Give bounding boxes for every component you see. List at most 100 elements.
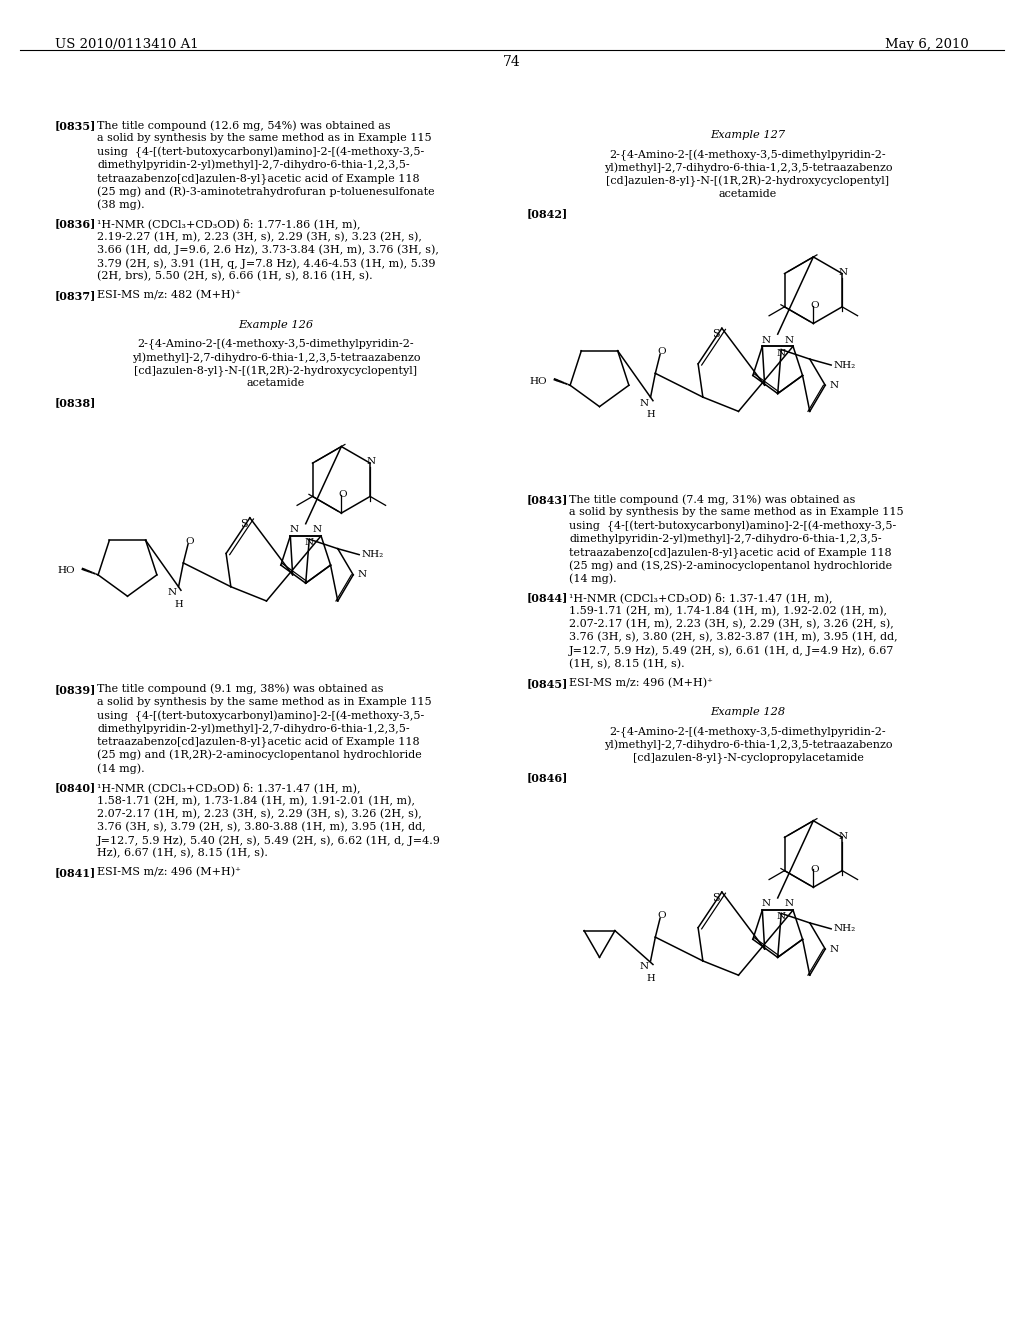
Text: 1.58-1.71 (2H, m), 1.73-1.84 (1H, m), 1.91-2.01 (1H, m),: 1.58-1.71 (2H, m), 1.73-1.84 (1H, m), 1.… — [97, 796, 415, 805]
Text: HO: HO — [57, 566, 75, 576]
Text: 2.07-2.17 (1H, m), 2.23 (3H, s), 2.29 (3H, s), 3.26 (2H, s),: 2.07-2.17 (1H, m), 2.23 (3H, s), 2.29 (3… — [97, 809, 422, 818]
Text: 2-{4-Amino-2-[(4-methoxy-3,5-dimethylpyridin-2-: 2-{4-Amino-2-[(4-methoxy-3,5-dimethylpyr… — [609, 726, 887, 738]
Text: tetraazabenzo[cd]azulen-8-yl}acetic acid of Example 118: tetraazabenzo[cd]azulen-8-yl}acetic acid… — [569, 546, 892, 558]
Text: Example 127: Example 127 — [711, 129, 785, 140]
Text: The title compound (12.6 mg, 54%) was obtained as: The title compound (12.6 mg, 54%) was ob… — [97, 120, 390, 131]
Text: US 2010/0113410 A1: US 2010/0113410 A1 — [55, 38, 199, 51]
Text: N: N — [776, 348, 785, 358]
Text: The title compound (7.4 mg, 31%) was obtained as: The title compound (7.4 mg, 31%) was obt… — [569, 494, 855, 504]
Text: acetamide: acetamide — [247, 379, 305, 388]
Text: [0838]: [0838] — [55, 397, 96, 409]
Text: N: N — [830, 380, 839, 389]
Text: [0841]: [0841] — [55, 867, 96, 878]
Text: [cd]azulen-8-yl}-N-cyclopropylacetamide: [cd]azulen-8-yl}-N-cyclopropylacetamide — [633, 752, 863, 763]
Text: 2-{4-Amino-2-[(4-methoxy-3,5-dimethylpyridin-2-: 2-{4-Amino-2-[(4-methoxy-3,5-dimethylpyr… — [137, 339, 415, 350]
Text: N: N — [305, 539, 313, 548]
Text: O: O — [810, 301, 819, 310]
Text: [0846]: [0846] — [527, 772, 568, 783]
Text: N: N — [290, 525, 299, 535]
Text: N: N — [367, 458, 376, 466]
Text: [0840]: [0840] — [55, 783, 96, 793]
Text: H: H — [646, 411, 655, 420]
Text: O: O — [338, 491, 347, 499]
Text: HO: HO — [529, 376, 547, 385]
Text: ¹H-NMR (CDCl₃+CD₃OD) δ: 1.77-1.86 (1H, m),: ¹H-NMR (CDCl₃+CD₃OD) δ: 1.77-1.86 (1H, m… — [97, 218, 360, 230]
Text: [cd]azulen-8-yl}-N-[(1R,2R)-2-hydroxycyclopentyl]: [cd]azulen-8-yl}-N-[(1R,2R)-2-hydroxycyc… — [134, 366, 418, 376]
Text: ESI-MS m/z: 482 (M+H)⁺: ESI-MS m/z: 482 (M+H)⁺ — [97, 290, 241, 301]
Text: yl)methyl]-2,7-dihydro-6-thia-1,2,3,5-tetraazabenzo: yl)methyl]-2,7-dihydro-6-thia-1,2,3,5-te… — [132, 352, 420, 363]
Text: yl)methyl]-2,7-dihydro-6-thia-1,2,3,5-tetraazabenzo: yl)methyl]-2,7-dihydro-6-thia-1,2,3,5-te… — [604, 162, 892, 173]
Text: Hz), 6.67 (1H, s), 8.15 (1H, s).: Hz), 6.67 (1H, s), 8.15 (1H, s). — [97, 849, 268, 858]
Text: The title compound (9.1 mg, 38%) was obtained as: The title compound (9.1 mg, 38%) was obt… — [97, 684, 384, 694]
Text: N: N — [839, 268, 848, 277]
Text: (2H, brs), 5.50 (2H, s), 6.66 (1H, s), 8.16 (1H, s).: (2H, brs), 5.50 (2H, s), 6.66 (1H, s), 8… — [97, 271, 373, 281]
Text: (25 mg) and (1S,2S)-2-aminocyclopentanol hydrochloride: (25 mg) and (1S,2S)-2-aminocyclopentanol… — [569, 560, 892, 570]
Text: N: N — [784, 899, 794, 908]
Text: J=12.7, 5.9 Hz), 5.40 (2H, s), 5.49 (2H, s), 6.62 (1H, d, J=4.9: J=12.7, 5.9 Hz), 5.40 (2H, s), 5.49 (2H,… — [97, 836, 441, 846]
Text: N: N — [639, 962, 648, 972]
Text: a solid by synthesis by the same method as in Example 115: a solid by synthesis by the same method … — [97, 133, 432, 143]
Text: O: O — [657, 347, 666, 356]
Text: 3.79 (2H, s), 3.91 (1H, q, J=7.8 Hz), 4.46-4.53 (1H, m), 5.39: 3.79 (2H, s), 3.91 (1H, q, J=7.8 Hz), 4.… — [97, 257, 435, 268]
Text: ¹H-NMR (CDCl₃+CD₃OD) δ: 1.37-1.47 (1H, m),: ¹H-NMR (CDCl₃+CD₃OD) δ: 1.37-1.47 (1H, m… — [97, 783, 360, 793]
Text: May 6, 2010: May 6, 2010 — [886, 38, 969, 51]
Text: a solid by synthesis by the same method as in Example 115: a solid by synthesis by the same method … — [569, 507, 903, 517]
Text: NH₂: NH₂ — [834, 360, 856, 370]
Text: O: O — [185, 537, 194, 546]
Text: dimethylpyridin-2-yl)methyl]-2,7-dihydro-6-thia-1,2,3,5-: dimethylpyridin-2-yl)methyl]-2,7-dihydro… — [569, 533, 882, 544]
Text: N: N — [639, 399, 648, 408]
Text: N: N — [784, 335, 794, 345]
Text: 3.76 (3H, s), 3.80 (2H, s), 3.82-3.87 (1H, m), 3.95 (1H, dd,: 3.76 (3H, s), 3.80 (2H, s), 3.82-3.87 (1… — [569, 632, 898, 643]
Text: [0843]: [0843] — [527, 494, 568, 506]
Text: 2-{4-Amino-2-[(4-methoxy-3,5-dimethylpyridin-2-: 2-{4-Amino-2-[(4-methoxy-3,5-dimethylpyr… — [609, 149, 887, 161]
Text: S: S — [712, 329, 720, 339]
Text: N: N — [167, 589, 176, 597]
Text: ESI-MS m/z: 496 (M+H)⁺: ESI-MS m/z: 496 (M+H)⁺ — [97, 867, 241, 878]
Text: ESI-MS m/z: 496 (M+H)⁺: ESI-MS m/z: 496 (M+H)⁺ — [569, 677, 713, 688]
Text: [0844]: [0844] — [527, 593, 568, 603]
Text: [0842]: [0842] — [527, 209, 568, 219]
Text: N: N — [358, 570, 367, 579]
Text: N: N — [312, 525, 322, 535]
Text: a solid by synthesis by the same method as in Example 115: a solid by synthesis by the same method … — [97, 697, 432, 708]
Text: N: N — [839, 832, 848, 841]
Text: S: S — [240, 519, 248, 529]
Text: ¹H-NMR (CDCl₃+CD₃OD) δ: 1.37-1.47 (1H, m),: ¹H-NMR (CDCl₃+CD₃OD) δ: 1.37-1.47 (1H, m… — [569, 593, 833, 603]
Text: N: N — [830, 945, 839, 953]
Text: (25 mg) and (1R,2R)-2-aminocyclopentanol hydrochloride: (25 mg) and (1R,2R)-2-aminocyclopentanol… — [97, 750, 422, 760]
Text: yl)methyl]-2,7-dihydro-6-thia-1,2,3,5-tetraazabenzo: yl)methyl]-2,7-dihydro-6-thia-1,2,3,5-te… — [604, 739, 892, 750]
Text: using  {4-[(tert-butoxycarbonyl)amino]-2-[(4-methoxy-3,5-: using {4-[(tert-butoxycarbonyl)amino]-2-… — [569, 520, 896, 532]
Text: S: S — [712, 892, 720, 903]
Text: 74: 74 — [503, 55, 521, 69]
Text: N: N — [762, 335, 771, 345]
Text: dimethylpyridin-2-yl)methyl]-2,7-dihydro-6-thia-1,2,3,5-: dimethylpyridin-2-yl)methyl]-2,7-dihydro… — [97, 160, 410, 170]
Text: tetraazabenzo[cd]azulen-8-yl}acetic acid of Example 118: tetraazabenzo[cd]azulen-8-yl}acetic acid… — [97, 173, 420, 183]
Text: (25 mg) and (R)-3-aminotetrahydrofuran p-toluenesulfonate: (25 mg) and (R)-3-aminotetrahydrofuran p… — [97, 186, 434, 197]
Text: Example 128: Example 128 — [711, 708, 785, 717]
Text: N: N — [762, 899, 771, 908]
Text: (1H, s), 8.15 (1H, s).: (1H, s), 8.15 (1H, s). — [569, 659, 685, 669]
Text: 2.07-2.17 (1H, m), 2.23 (3H, s), 2.29 (3H, s), 3.26 (2H, s),: 2.07-2.17 (1H, m), 2.23 (3H, s), 2.29 (3… — [569, 619, 894, 630]
Text: [cd]azulen-8-yl}-N-[(1R,2R)-2-hydroxycyclopentyl]: [cd]azulen-8-yl}-N-[(1R,2R)-2-hydroxycyc… — [606, 176, 890, 187]
Text: 2.19-2.27 (1H, m), 2.23 (3H, s), 2.29 (3H, s), 3.23 (2H, s),: 2.19-2.27 (1H, m), 2.23 (3H, s), 2.29 (3… — [97, 231, 422, 242]
Text: (38 mg).: (38 mg). — [97, 199, 144, 210]
Text: NH₂: NH₂ — [834, 924, 856, 933]
Text: tetraazabenzo[cd]azulen-8-yl}acetic acid of Example 118: tetraazabenzo[cd]azulen-8-yl}acetic acid… — [97, 737, 420, 747]
Text: N: N — [776, 912, 785, 921]
Text: [0839]: [0839] — [55, 684, 96, 694]
Text: [0835]: [0835] — [55, 120, 96, 131]
Text: 3.76 (3H, s), 3.79 (2H, s), 3.80-3.88 (1H, m), 3.95 (1H, dd,: 3.76 (3H, s), 3.79 (2H, s), 3.80-3.88 (1… — [97, 822, 426, 832]
Text: 1.59-1.71 (2H, m), 1.74-1.84 (1H, m), 1.92-2.02 (1H, m),: 1.59-1.71 (2H, m), 1.74-1.84 (1H, m), 1.… — [569, 606, 887, 616]
Text: [0837]: [0837] — [55, 290, 96, 301]
Text: NH₂: NH₂ — [361, 550, 384, 560]
Text: J=12.7, 5.9 Hz), 5.49 (2H, s), 6.61 (1H, d, J=4.9 Hz), 6.67: J=12.7, 5.9 Hz), 5.49 (2H, s), 6.61 (1H,… — [569, 645, 894, 656]
Text: H: H — [646, 974, 655, 983]
Text: acetamide: acetamide — [719, 189, 777, 199]
Text: Example 126: Example 126 — [239, 319, 313, 330]
Text: 3.66 (1H, dd, J=9.6, 2.6 Hz), 3.73-3.84 (3H, m), 3.76 (3H, s),: 3.66 (1H, dd, J=9.6, 2.6 Hz), 3.73-3.84 … — [97, 244, 439, 255]
Text: H: H — [174, 601, 183, 609]
Text: using  {4-[(tert-butoxycarbonyl)amino]-2-[(4-methoxy-3,5-: using {4-[(tert-butoxycarbonyl)amino]-2-… — [97, 710, 424, 722]
Text: O: O — [657, 911, 666, 920]
Text: dimethylpyridin-2-yl)methyl]-2,7-dihydro-6-thia-1,2,3,5-: dimethylpyridin-2-yl)methyl]-2,7-dihydro… — [97, 723, 410, 734]
Text: [0845]: [0845] — [527, 677, 568, 689]
